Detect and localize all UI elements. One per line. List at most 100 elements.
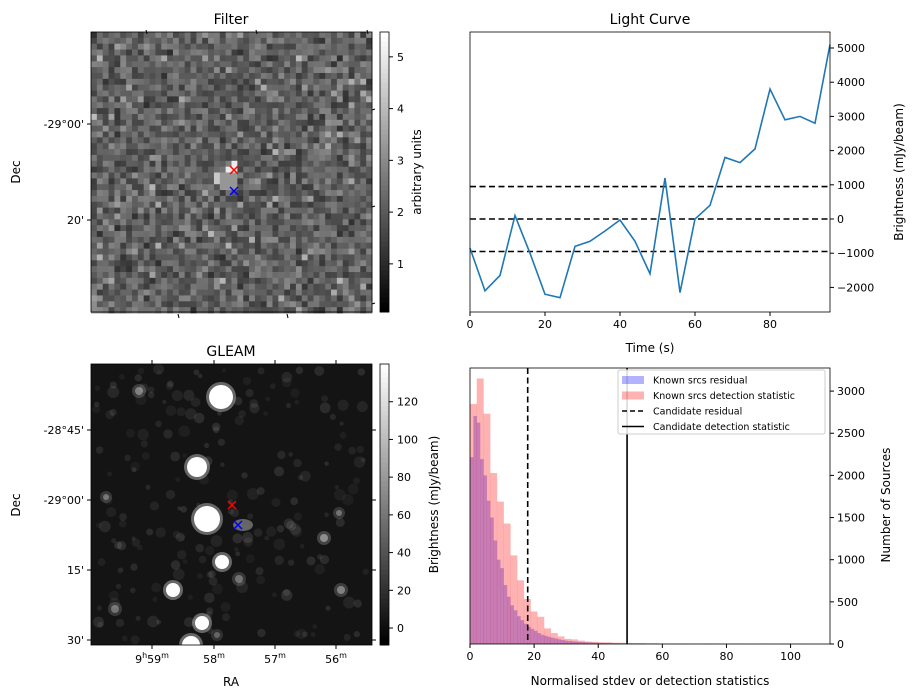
image-pixel xyxy=(225,119,232,127)
image-pixel xyxy=(284,231,291,238)
image-pixel xyxy=(342,295,349,302)
image-pixel xyxy=(114,236,121,244)
image-pixel xyxy=(225,67,232,74)
image-pixel xyxy=(366,231,373,238)
image-pixel xyxy=(178,131,186,138)
image-pixel xyxy=(91,283,98,290)
image-pixel xyxy=(114,190,121,197)
image-pixel xyxy=(348,61,355,68)
image-pixel xyxy=(225,201,232,209)
histogram-bar xyxy=(570,641,575,644)
image-pixel xyxy=(172,55,180,62)
image-pixel xyxy=(366,219,373,226)
noise-blob xyxy=(206,627,214,634)
image-pixel xyxy=(120,295,127,302)
image-pixel xyxy=(254,236,262,244)
image-pixel xyxy=(313,55,320,62)
image-pixel xyxy=(219,260,227,267)
image-pixel xyxy=(167,61,174,68)
image-pixel xyxy=(225,143,232,150)
colorbar-tick-label: 120 xyxy=(397,396,418,409)
image-pixel xyxy=(96,272,104,279)
image-pixel xyxy=(190,61,197,68)
image-pixel xyxy=(108,184,115,191)
image-pixel xyxy=(96,254,104,261)
legend-swatch xyxy=(622,391,644,400)
image-pixel xyxy=(360,219,367,226)
image-pixel xyxy=(278,242,285,250)
noise-blob xyxy=(138,383,149,393)
image-pixel xyxy=(354,37,361,45)
histogram-bar xyxy=(624,642,632,644)
histogram-bar xyxy=(483,413,491,644)
image-pixel xyxy=(313,201,320,209)
image-pixel xyxy=(336,178,344,185)
y-tick-label: −2000 xyxy=(837,281,874,294)
noise-blob xyxy=(230,508,240,518)
image-pixel xyxy=(149,108,156,115)
noise-blob xyxy=(227,499,234,505)
image-pixel xyxy=(102,119,109,127)
image-pixel xyxy=(354,207,361,214)
image-pixel xyxy=(366,172,373,179)
y-tick-label: 5000 xyxy=(837,42,865,55)
image-pixel xyxy=(108,72,115,80)
image-pixel xyxy=(313,61,320,68)
image-pixel xyxy=(161,131,168,138)
image-pixel xyxy=(243,190,250,197)
image-pixel xyxy=(249,184,256,191)
image-pixel xyxy=(114,289,121,296)
image-pixel xyxy=(114,84,121,91)
image-pixel xyxy=(301,154,309,162)
image-pixel xyxy=(266,149,273,156)
image-pixel xyxy=(225,78,232,86)
noise-blob xyxy=(95,446,104,454)
image-pixel xyxy=(91,307,98,314)
image-pixel xyxy=(219,84,227,91)
image-pixel xyxy=(172,219,180,226)
image-pixel xyxy=(196,84,203,91)
image-pixel xyxy=(196,125,203,132)
noise-blob xyxy=(242,377,252,386)
image-pixel xyxy=(284,55,291,62)
image-pixel xyxy=(149,207,156,214)
colorbar-segment xyxy=(380,256,389,262)
image-pixel xyxy=(161,78,168,86)
image-pixel xyxy=(278,207,285,214)
image-pixel xyxy=(202,195,209,203)
image-pixel xyxy=(342,172,349,179)
image-pixel xyxy=(219,272,227,279)
noise-blob xyxy=(306,556,316,566)
image-pixel xyxy=(325,172,332,179)
image-pixel xyxy=(131,301,139,308)
image-pixel xyxy=(249,166,256,173)
image-pixel xyxy=(231,37,238,45)
image-pixel xyxy=(219,184,227,191)
image-pixel xyxy=(91,195,98,203)
image-pixel xyxy=(219,195,227,203)
image-pixel xyxy=(260,96,268,103)
colorbar-segment xyxy=(380,204,389,210)
image-pixel xyxy=(202,102,209,109)
image-pixel xyxy=(290,154,297,162)
image-pixel xyxy=(354,178,361,185)
image-pixel xyxy=(366,236,373,244)
image-pixel xyxy=(114,43,121,50)
image-pixel xyxy=(278,272,285,279)
image-pixel xyxy=(237,72,244,80)
image-pixel xyxy=(161,172,168,179)
noise-blob xyxy=(263,411,268,416)
image-pixel xyxy=(313,225,320,232)
image-pixel xyxy=(225,260,232,267)
image-pixel xyxy=(366,260,373,267)
colorbar-tick-label: 3 xyxy=(397,154,404,167)
image-pixel xyxy=(143,154,150,162)
image-pixel xyxy=(325,236,332,244)
histogram-bar xyxy=(476,378,484,644)
image-pixel xyxy=(184,172,191,179)
noise-blob xyxy=(183,617,194,628)
noise-blob xyxy=(277,450,286,460)
histogram-bar xyxy=(594,642,599,644)
x-tick-label: 57m xyxy=(264,651,286,666)
